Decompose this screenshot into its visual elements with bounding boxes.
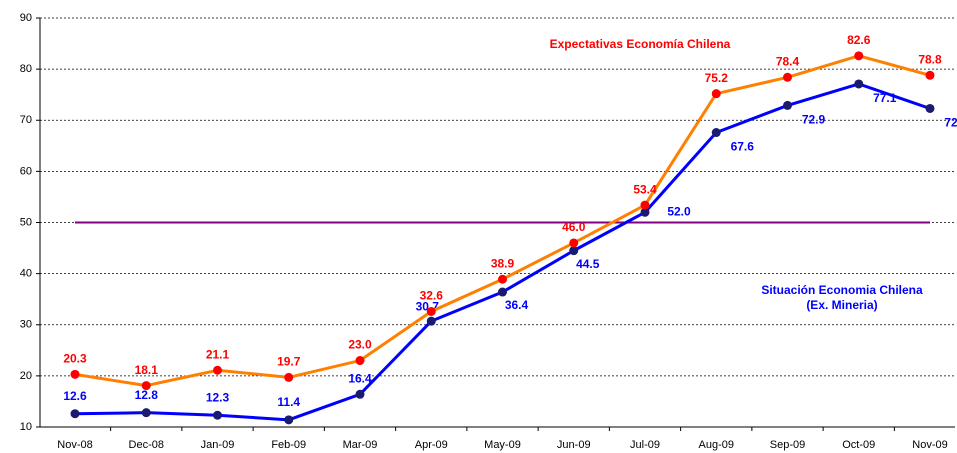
marker <box>925 70 935 80</box>
data-label: 78.8 <box>918 52 942 66</box>
series-label: Expectativas Economía Chilena <box>550 37 731 51</box>
data-label: 19.7 <box>277 355 301 369</box>
series-line <box>74 54 931 388</box>
marker <box>854 79 864 89</box>
data-label: 78.4 <box>776 54 800 68</box>
data-label: 72.9 <box>802 113 826 127</box>
data-label: 11.4 <box>277 395 300 409</box>
series-line <box>74 82 931 422</box>
y-tick-label: 90 <box>20 12 32 24</box>
x-tick-label: Jul-09 <box>630 439 660 451</box>
marker <box>70 409 80 419</box>
data-label: 72.3 <box>944 116 957 130</box>
y-tick-label: 50 <box>20 216 32 228</box>
x-tick-label: Nov-08 <box>57 439 92 451</box>
marker <box>355 389 365 399</box>
x-tick-label: Jan-09 <box>201 439 235 451</box>
data-label: 53.4 <box>633 182 657 196</box>
x-tick-label: Aug-09 <box>699 439 734 451</box>
marker <box>70 369 80 379</box>
series-label: Situación Economia Chilena (Ex. Mineria) <box>761 283 923 312</box>
y-tick-label: 10 <box>20 421 32 433</box>
marker <box>284 415 294 425</box>
data-label: 38.9 <box>491 256 515 270</box>
data-label: 12.3 <box>206 390 230 404</box>
data-label: 36.4 <box>505 298 529 312</box>
marker <box>284 372 294 382</box>
marker <box>498 287 507 297</box>
marker <box>640 200 650 210</box>
data-label: 46.0 <box>562 220 586 234</box>
data-label: 12.6 <box>63 389 87 403</box>
data-label: 77.1 <box>873 91 897 105</box>
x-tick-label: Oct-09 <box>842 439 875 451</box>
x-tick-label: Mar-09 <box>343 439 378 451</box>
y-tick-label: 60 <box>20 165 32 177</box>
marker <box>426 316 436 326</box>
y-tick-label: 40 <box>20 268 32 280</box>
data-label: 12.8 <box>135 388 159 402</box>
marker <box>783 100 792 110</box>
data-label: 67.6 <box>731 140 755 154</box>
marker <box>426 306 436 316</box>
marker <box>783 72 792 82</box>
data-label: 21.1 <box>206 347 230 361</box>
marker <box>711 89 721 99</box>
data-label: 44.5 <box>576 257 600 271</box>
marker <box>640 207 650 217</box>
marker <box>213 410 222 420</box>
x-tick-label: Sep-09 <box>770 439 805 451</box>
x-tick-label: Jun-09 <box>557 439 591 451</box>
marker <box>925 103 935 113</box>
y-tick-label: 70 <box>20 114 32 126</box>
x-tick-label: Feb-09 <box>271 439 306 451</box>
data-label: 20.3 <box>63 352 87 366</box>
data-label: 32.6 <box>420 289 444 303</box>
data-label: 82.6 <box>847 33 871 47</box>
data-label: 23.0 <box>348 338 372 352</box>
data-label: 18.1 <box>135 363 159 377</box>
marker <box>355 356 365 366</box>
x-tick-label: May-09 <box>484 439 521 451</box>
y-tick-label: 20 <box>20 370 32 382</box>
marker <box>569 246 579 256</box>
marker <box>854 51 864 61</box>
x-tick-label: Dec-08 <box>129 439 164 451</box>
marker <box>141 408 151 418</box>
x-tick-label: Apr-09 <box>415 439 448 451</box>
x-tick-label: Nov-09 <box>912 439 947 451</box>
data-label: 52.0 <box>667 204 691 218</box>
y-tick-label: 30 <box>20 319 32 331</box>
marker <box>569 238 579 248</box>
y-tick-label: 80 <box>20 63 32 75</box>
marker <box>711 128 721 138</box>
marker <box>141 381 151 391</box>
data-label: 75.2 <box>705 71 729 85</box>
marker <box>213 365 222 375</box>
marker <box>498 274 507 284</box>
data-label: 16.4 <box>348 371 372 385</box>
